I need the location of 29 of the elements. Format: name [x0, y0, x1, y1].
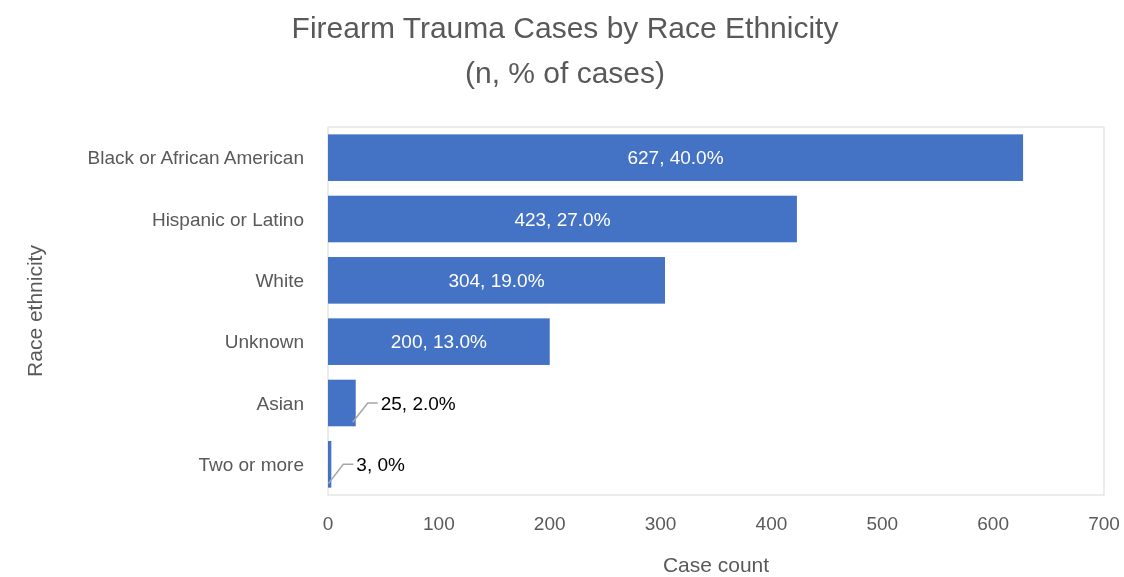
x-tick-label: 0 [322, 513, 334, 534]
data-label: 25, 2.0% [380, 392, 456, 414]
x-tick-label: 500 [866, 513, 899, 534]
data-label: 423, 27.0% [514, 208, 611, 230]
bar [328, 379, 356, 427]
x-tick-label: 200 [533, 513, 566, 534]
data-label: 304, 19.0% [448, 269, 545, 291]
y-tick-label: Asian [256, 392, 304, 414]
bar [328, 195, 797, 243]
data-label: 627, 40.0% [627, 147, 724, 169]
y-axis-title: Race ethnicity [23, 244, 46, 377]
y-tick-label: Two or more [198, 453, 304, 475]
x-axis-title: Case count [662, 553, 770, 576]
bar [328, 134, 1024, 181]
chart-title: Firearm Trauma Cases by Race Ethnicity [291, 11, 839, 44]
y-tick-label: Hispanic or Latino [151, 208, 304, 230]
y-tick-label: Black or African American [87, 147, 304, 169]
bar [328, 318, 550, 365]
x-tick-label: 600 [977, 513, 1009, 534]
x-tick-label: 100 [423, 513, 455, 534]
bar [328, 257, 666, 304]
y-tick-label: White [255, 269, 304, 291]
x-tick-label: 700 [1088, 513, 1120, 534]
x-tick-label: 400 [755, 513, 788, 534]
chart-subtitle: (n, % of cases) [464, 56, 666, 89]
data-label: 3, 0% [356, 453, 406, 475]
x-tick-label: 300 [644, 513, 677, 534]
y-tick-label: Unknown [224, 331, 304, 353]
data-label: 200, 13.0% [390, 331, 488, 353]
